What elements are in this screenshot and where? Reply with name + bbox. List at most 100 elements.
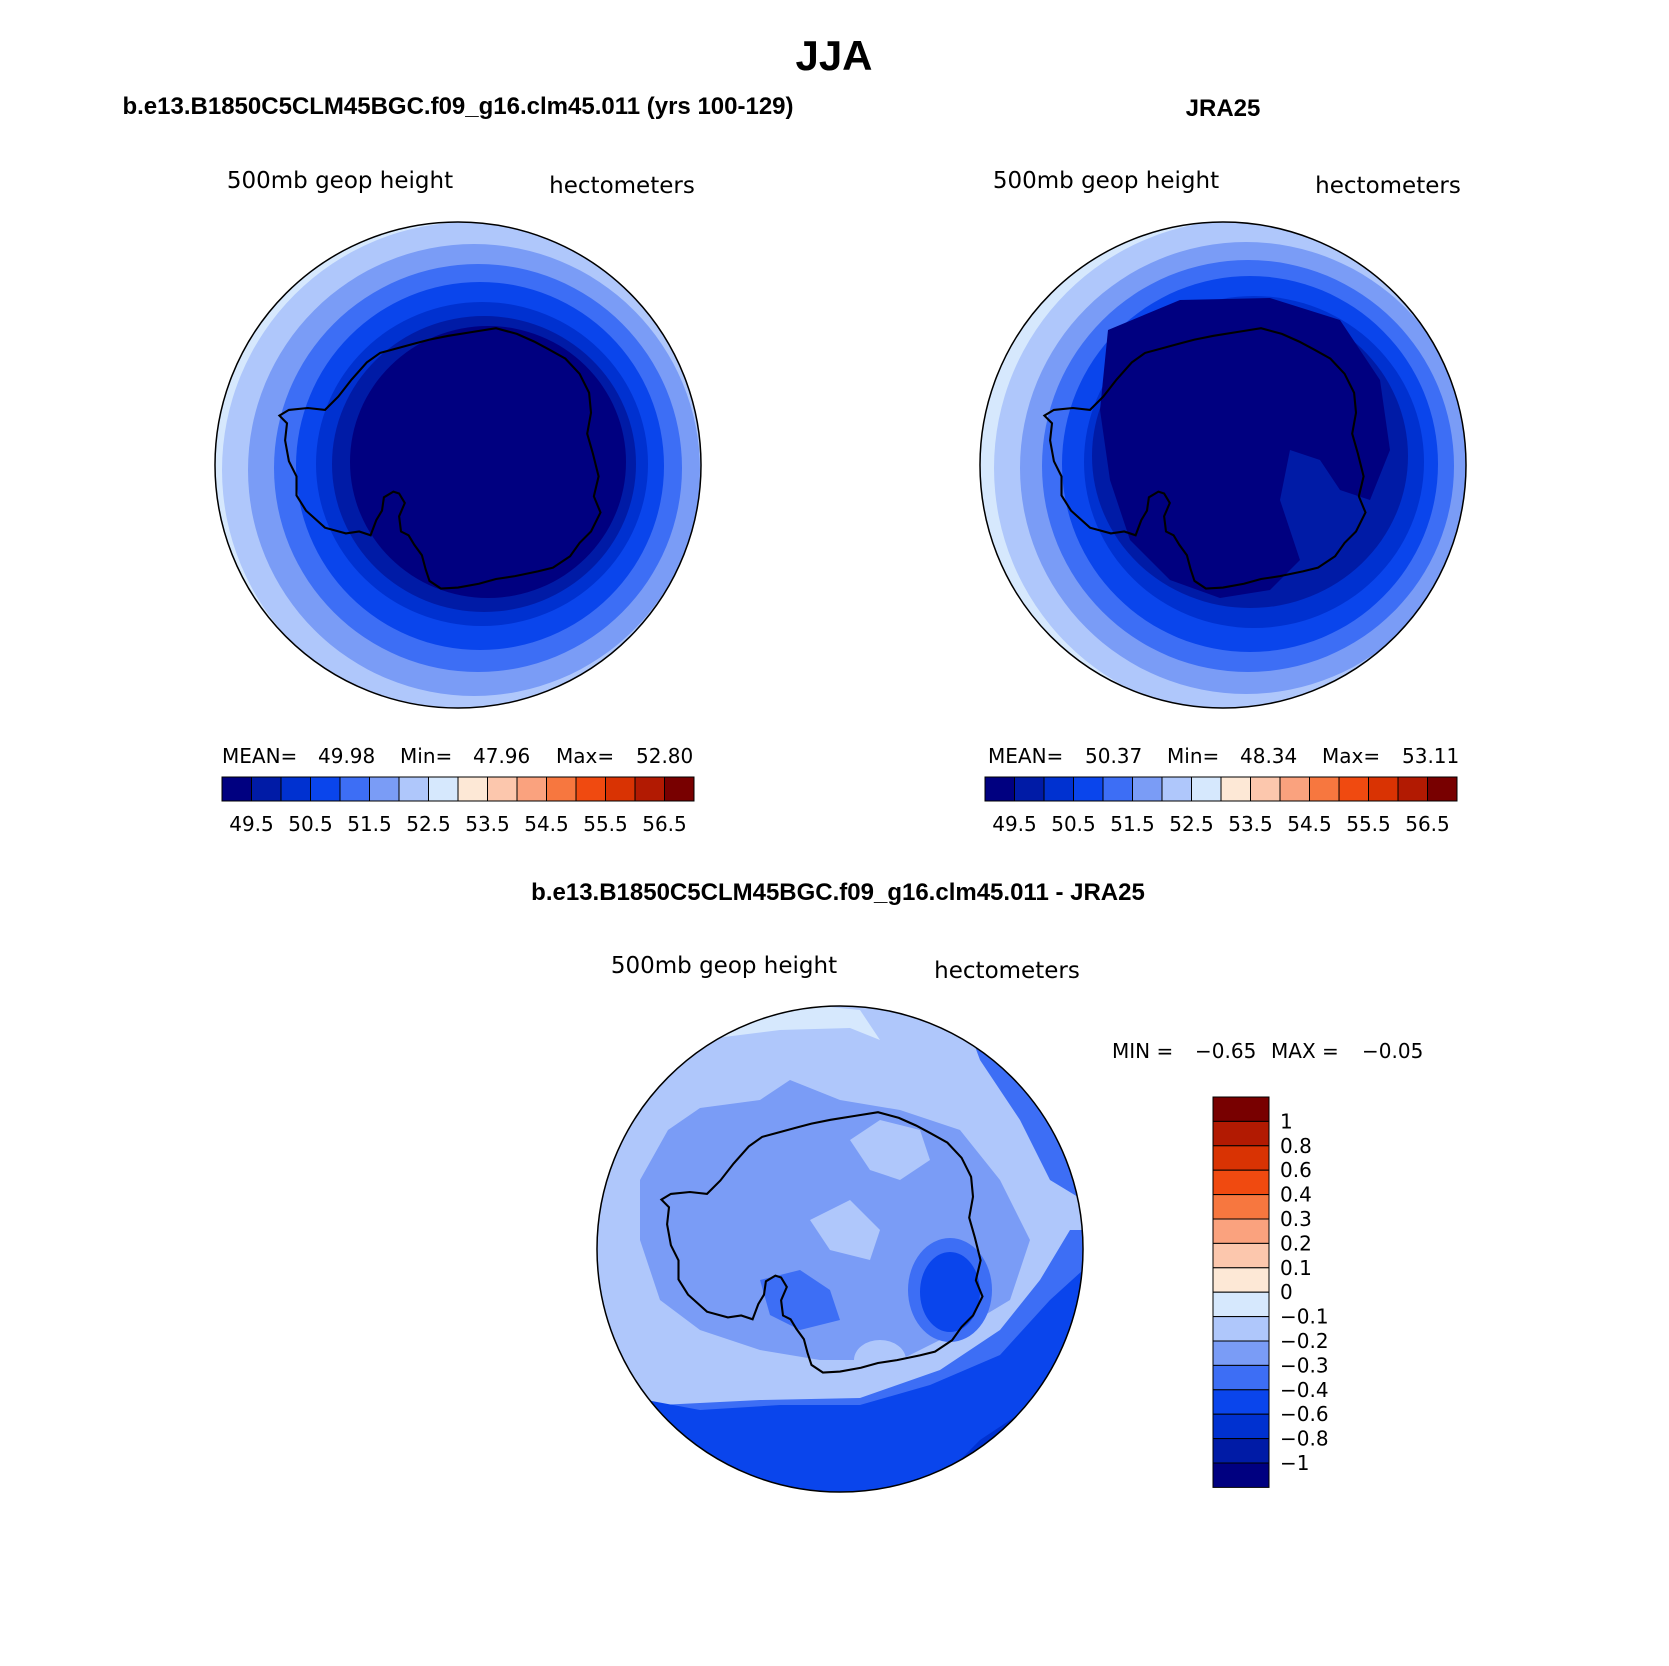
colorbar-tick-label: 49.5: [992, 812, 1037, 836]
colorbar-tick-label: 49.5: [229, 812, 274, 836]
variable-label: 500mb geop height: [227, 168, 453, 194]
colorbar-tick-label: 0.8: [1280, 1134, 1312, 1158]
max-value: 53.11: [1402, 744, 1459, 768]
colorbar-tick-label: −0.6: [1280, 1402, 1329, 1426]
map-border: [596, 1005, 1084, 1493]
colorbar-tick-label: 0.6: [1280, 1158, 1312, 1182]
max-value: −0.05: [1362, 1039, 1423, 1063]
colorbar-box: [1309, 776, 1340, 802]
min-value: 48.34: [1240, 744, 1297, 768]
units-label: hectometers: [934, 958, 1080, 984]
contour-band: [920, 1252, 980, 1332]
colorbar-tick-label: −0.2: [1280, 1329, 1329, 1353]
colorbar-box: [280, 776, 311, 802]
colorbar-box: [1212, 1462, 1270, 1488]
colorbar: 49.5 50.5 51.5 52.5 53.5 54.5 55.5 56.5: [984, 776, 1458, 836]
map-border: [979, 221, 1467, 709]
colorbar-box: [398, 776, 429, 802]
colorbar-box: [605, 776, 636, 802]
colorbar-box: [221, 776, 252, 802]
colorbar-tick-label: 1: [1280, 1109, 1293, 1133]
min-label: Min=: [1167, 744, 1219, 768]
colorbar-tick-label: 52.5: [1169, 812, 1214, 836]
colorbar-box: [575, 776, 606, 802]
page-title: JJA: [795, 32, 872, 79]
max-label: Max=: [556, 744, 614, 768]
colorbar-box: [634, 776, 665, 802]
colorbar-box: [1161, 776, 1192, 802]
contour-band: [350, 326, 626, 598]
colorbar-tick-label: 54.5: [1287, 812, 1332, 836]
colorbar-tick-label: 0: [1280, 1280, 1293, 1304]
colorbar-box: [1212, 1218, 1270, 1244]
colorbar: 49.5 50.5 51.5 52.5 53.5 54.5 55.5 56.5: [221, 776, 695, 836]
colorbar-tick-label: −0.8: [1280, 1427, 1329, 1451]
max-label: MAX =: [1271, 1039, 1339, 1063]
colorbar-tick-label: 53.5: [465, 812, 510, 836]
panel-model: b.e13.B1850C5CLM45BGC.f09_g16.clm45.011 …: [122, 93, 793, 836]
colorbar-box: [457, 776, 488, 802]
colorbar-box: [1212, 1096, 1270, 1122]
contour-band: [810, 1200, 880, 1260]
colorbar-box: [339, 776, 370, 802]
colorbar-box: [664, 776, 695, 802]
units-label: hectometers: [549, 173, 695, 199]
mean-label: MEAN=: [222, 744, 297, 768]
contour-band: [850, 1120, 930, 1180]
colorbar-box: [1279, 776, 1310, 802]
colorbar-tick-label: −0.3: [1280, 1353, 1329, 1377]
colorbar-box: [1212, 1120, 1270, 1147]
mean-label: MEAN=: [988, 744, 1063, 768]
colorbar-tick-label: 53.5: [1228, 812, 1273, 836]
contour-band: [854, 1340, 906, 1380]
contour-band: [1100, 298, 1390, 598]
colorbar-box: [1220, 776, 1251, 802]
colorbar-box: [1132, 776, 1163, 802]
colorbar-box: [251, 776, 282, 802]
colorbar-box: [1073, 776, 1104, 802]
colorbar-tick-label: 55.5: [1346, 812, 1391, 836]
colorbar-box: [1368, 776, 1399, 802]
variable-label: 500mb geop height: [611, 953, 837, 979]
stats-line: MEAN= 49.98 Min= 47.96 Max= 52.80: [222, 744, 693, 768]
colorbar-box: [1397, 776, 1428, 802]
contour-band: [760, 1270, 840, 1330]
colorbar-box: [1014, 776, 1045, 802]
colorbar-box: [546, 776, 577, 802]
map-border: [214, 221, 702, 709]
colorbar-tick-label: 52.5: [406, 812, 451, 836]
min-label: Min=: [400, 744, 452, 768]
mean-value: 49.98: [318, 744, 375, 768]
min-value: 47.96: [473, 744, 530, 768]
colorbar-box: [1212, 1389, 1270, 1415]
colorbar-tick-label: −0.1: [1280, 1305, 1329, 1329]
colorbar-box: [1102, 776, 1133, 802]
min-value: −0.65: [1195, 1039, 1256, 1063]
colorbar-tick-label: 51.5: [347, 812, 392, 836]
colorbar: 10.80.60.40.30.20.10−0.1−0.2−0.3−0.4−0.6…: [1212, 1096, 1329, 1488]
panel-title: b.e13.B1850C5CLM45BGC.f09_g16.clm45.011 …: [122, 93, 793, 120]
colorbar-box: [1212, 1145, 1270, 1171]
colorbar-box: [1191, 776, 1222, 802]
colorbar-box: [428, 776, 459, 802]
colorbar-tick-label: 50.5: [1051, 812, 1096, 836]
stats-line: MEAN= 50.37 Min= 48.34 Max= 53.11: [988, 744, 1459, 768]
polar-map: [980, 222, 1466, 708]
colorbar-tick-label: 0.1: [1280, 1256, 1312, 1280]
colorbar-box: [1212, 1340, 1270, 1366]
colorbar-tick-label: 56.5: [1405, 812, 1450, 836]
variable-label: 500mb geop height: [993, 168, 1219, 194]
colorbar-box: [516, 776, 547, 802]
minmax-line: MIN = −0.65 MAX = −0.05: [1112, 1039, 1423, 1063]
colorbar-tick-label: −0.4: [1280, 1378, 1329, 1402]
colorbar-box: [1212, 1242, 1270, 1269]
contour-band: [597, 1270, 1083, 1492]
panel-title: b.e13.B1850C5CLM45BGC.f09_g16.clm45.011 …: [531, 879, 1145, 906]
colorbar-box: [1338, 776, 1369, 802]
panel-obs: JRA25 500mb geop height hectometers MEAN…: [979, 95, 1467, 836]
units-label: hectometers: [1315, 173, 1461, 199]
panel-difference: b.e13.B1850C5CLM45BGC.f09_g16.clm45.011 …: [531, 879, 1423, 1493]
colorbar-box: [1212, 1267, 1270, 1293]
colorbar-box: [1250, 776, 1281, 802]
